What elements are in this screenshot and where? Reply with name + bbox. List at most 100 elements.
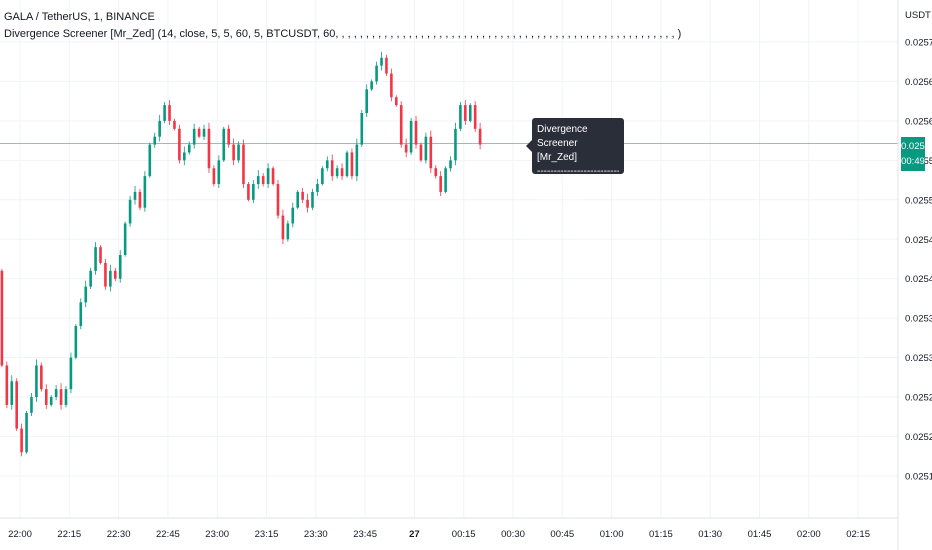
candle[interactable] (419, 142, 423, 162)
candle[interactable] (261, 173, 265, 187)
candle[interactable] (94, 242, 97, 275)
candle[interactable] (399, 101, 403, 148)
candle[interactable] (242, 139, 245, 189)
symbol-legend[interactable]: GALA / TetherUS, 1, BINANCE (4, 11, 155, 23)
candle[interactable] (207, 122, 211, 174)
candle[interactable] (365, 84, 369, 118)
candle[interactable] (44, 384, 48, 409)
price-axis[interactable]: USDT0.025700.025650.025600.025550.025500… (897, 0, 932, 550)
candle[interactable] (113, 267, 117, 282)
candle[interactable] (148, 142, 152, 178)
candle[interactable] (271, 166, 275, 186)
candle[interactable] (468, 103, 472, 123)
candle[interactable] (316, 179, 319, 196)
candlestick-series[interactable] (0, 51, 482, 457)
candle[interactable] (296, 189, 299, 210)
candle[interactable] (202, 124, 206, 140)
candle[interactable] (123, 221, 127, 257)
candle[interactable] (340, 163, 344, 181)
candle[interactable] (187, 141, 191, 155)
candle[interactable] (335, 165, 339, 179)
candle[interactable] (385, 54, 388, 76)
candle[interactable] (163, 102, 166, 124)
candle[interactable] (35, 359, 38, 402)
candle[interactable] (306, 193, 309, 213)
candle[interactable] (459, 102, 462, 132)
candle[interactable] (311, 188, 314, 211)
candle[interactable] (183, 146, 186, 166)
candle[interactable] (54, 385, 58, 401)
candle[interactable] (0, 268, 4, 368)
candle[interactable] (276, 180, 280, 219)
candle[interactable] (281, 209, 285, 245)
candle[interactable] (404, 138, 408, 158)
candle[interactable] (301, 187, 304, 203)
candle[interactable] (473, 101, 477, 132)
indicator-legend[interactable]: Divergence Screener [Mr_Zed] (14, close,… (4, 28, 682, 40)
candle[interactable] (321, 166, 324, 186)
candle[interactable] (109, 264, 112, 292)
candle[interactable] (104, 258, 107, 290)
candle[interactable] (64, 386, 68, 408)
candle[interactable] (390, 68, 393, 102)
candle[interactable] (444, 166, 447, 194)
candle[interactable] (118, 250, 122, 283)
candle[interactable] (370, 79, 373, 91)
candle[interactable] (99, 245, 102, 265)
candle[interactable] (380, 51, 383, 71)
candle[interactable] (345, 150, 349, 178)
candle[interactable] (429, 130, 433, 174)
candle[interactable] (25, 410, 28, 454)
candle[interactable] (360, 110, 364, 147)
candle[interactable] (449, 156, 452, 172)
candle[interactable] (178, 124, 181, 164)
candle[interactable] (355, 138, 359, 181)
candle[interactable] (197, 126, 201, 139)
candle[interactable] (59, 383, 63, 410)
candle[interactable] (325, 156, 329, 172)
candle[interactable] (286, 220, 290, 242)
candle[interactable] (424, 132, 428, 164)
candle[interactable] (49, 395, 53, 407)
candle[interactable] (478, 122, 482, 150)
candle[interactable] (414, 115, 418, 149)
candle[interactable] (69, 352, 73, 394)
candle[interactable] (434, 165, 438, 179)
time-axis[interactable]: 22:00 22:15 22:30 22:45 23:00 23:15 23:30 23:45… (0, 517, 898, 540)
candle[interactable] (158, 114, 161, 142)
candle[interactable] (89, 267, 92, 289)
candle[interactable] (409, 117, 413, 155)
candle[interactable] (222, 126, 226, 162)
candle[interactable] (192, 123, 196, 149)
candle[interactable] (237, 141, 240, 163)
candle[interactable] (20, 423, 23, 457)
candle[interactable] (291, 202, 295, 228)
candle[interactable] (15, 378, 18, 432)
candle[interactable] (232, 138, 235, 166)
candle[interactable] (454, 122, 457, 166)
candle[interactable] (138, 188, 142, 211)
candle[interactable] (217, 155, 221, 189)
candle[interactable] (227, 124, 230, 148)
candle[interactable] (350, 148, 354, 180)
candle[interactable] (79, 298, 83, 330)
candle[interactable] (84, 280, 88, 308)
candle[interactable] (330, 154, 334, 181)
candle[interactable] (5, 361, 9, 409)
candle[interactable] (10, 375, 14, 410)
candle[interactable] (40, 362, 43, 392)
candle[interactable] (143, 171, 147, 212)
candle[interactable] (247, 182, 250, 202)
candle[interactable] (133, 185, 137, 205)
candle[interactable] (128, 195, 132, 227)
candle[interactable] (74, 324, 78, 360)
candle[interactable] (212, 165, 216, 187)
candle[interactable] (464, 100, 467, 125)
candle[interactable] (30, 393, 33, 417)
candle[interactable] (266, 163, 270, 189)
candle[interactable] (252, 180, 255, 203)
candle[interactable] (153, 132, 157, 148)
candle[interactable] (375, 61, 378, 85)
